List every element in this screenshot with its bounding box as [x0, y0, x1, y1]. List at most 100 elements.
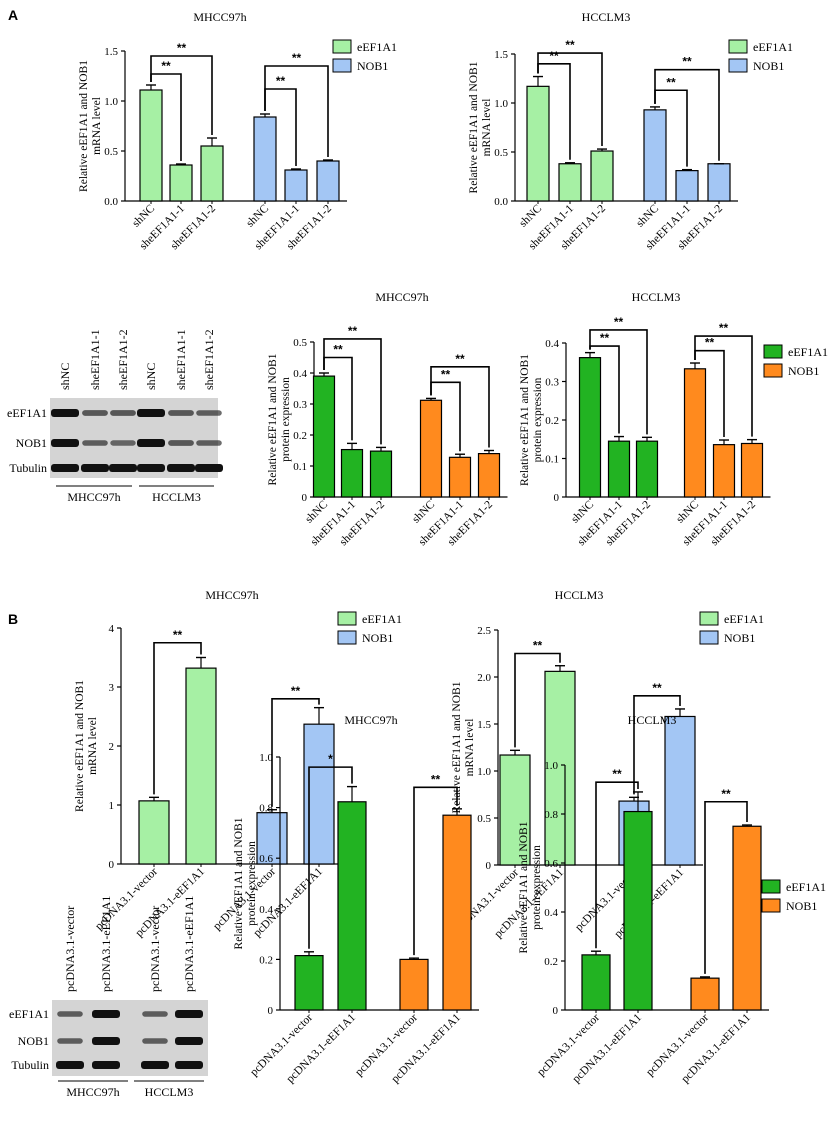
significance-label: **: [652, 681, 662, 695]
y-tick-label: 0.0: [104, 196, 118, 208]
bar: [581, 954, 611, 1011]
blot-band: [57, 1011, 83, 1017]
bar: [590, 150, 614, 202]
bar: [284, 169, 308, 202]
y-axis-label: Relative eEF1A1 and NOB1protein expressi…: [519, 354, 544, 486]
y-tick-label: 0: [268, 1005, 274, 1017]
y-tick-label: 1.0: [259, 752, 273, 764]
significance-label: **: [348, 324, 358, 338]
blot-row-label: eEF1A1: [9, 1007, 49, 1021]
significance-bracket: [537, 52, 603, 147]
bar: [675, 170, 699, 202]
significance-label: **: [549, 49, 559, 63]
y-axis-label: Relative eEF1A1 and NOB1protein expressi…: [233, 817, 258, 949]
y-tick-label: 0: [553, 1005, 559, 1017]
blot-lane-label: shNC: [58, 363, 72, 390]
y-tick-label: 2: [109, 741, 115, 753]
bar: [732, 825, 762, 1011]
significance-label: **: [533, 639, 543, 653]
legend-label: NOB1: [788, 364, 819, 378]
bar: [399, 958, 429, 1011]
y-tick-label: 1: [109, 800, 115, 812]
y-axis-label-line: protein expression: [280, 377, 292, 462]
significance-bracket: [694, 335, 753, 437]
y-tick-label: 1.5: [477, 719, 491, 731]
panel-label-b: B: [8, 611, 19, 627]
y-tick-label: 0: [109, 859, 115, 871]
y-tick-label: 0.2: [545, 415, 559, 427]
bar: [499, 754, 531, 866]
significance-bracket: [704, 800, 748, 974]
chart-7: MHCC97h 0 0.2 0.4 0.6 0.8 1.0 Relative eEF1A1 a…: [233, 713, 479, 1085]
legend-swatch: [332, 58, 352, 73]
significance-label: **: [614, 315, 624, 329]
legend-swatch: [763, 363, 783, 378]
y-tick-label: 0.5: [494, 147, 508, 159]
y-axis-label: Relative eEF1A1 and NOB1mRNA level: [451, 681, 476, 813]
chart-title: HCCLM3: [628, 713, 677, 727]
blot-band: [141, 1061, 169, 1069]
y-axis-label-line: mRNA level: [464, 719, 476, 777]
x-tick-label: shNC: [130, 202, 157, 229]
y-tick-label: 1.0: [477, 766, 491, 778]
blot-band: [110, 440, 136, 446]
blot-band: [110, 410, 136, 416]
blot-band: [92, 1061, 120, 1069]
blot-band: [196, 440, 222, 446]
y-axis-label: Relative eEF1A1 and NOB1mRNA level: [74, 680, 99, 812]
y-axis-label: Relative eEF1A1 and NOB1mRNA level: [468, 61, 493, 193]
bar: [607, 440, 631, 498]
chart-title: MHCC97h: [375, 290, 428, 304]
blot-lane-label: pcDNA3.1-eEF1A1: [182, 896, 196, 992]
y-tick-label: 2.5: [477, 625, 491, 637]
y-tick-label: 0.1: [545, 454, 559, 466]
y-axis-label-line: Relative eEF1A1 and NOB1: [451, 681, 463, 813]
legend-label: NOB1: [357, 59, 388, 73]
legend-swatch: [699, 630, 719, 645]
bar: [253, 116, 277, 202]
blot-band: [142, 1011, 168, 1017]
significance-label: **: [600, 331, 610, 345]
significance-label: **: [565, 38, 575, 52]
y-tick-label: 0.4: [259, 904, 273, 916]
legend-swatch: [699, 611, 719, 626]
significance-label: **: [173, 628, 183, 642]
bar: [635, 440, 659, 498]
y-tick-label: 0.3: [545, 377, 559, 389]
legend-swatch: [728, 58, 748, 73]
blot-row-label: eEF1A1: [7, 406, 47, 420]
blot-row-label: NOB1: [16, 436, 47, 450]
significance-bracket: [271, 697, 320, 807]
y-tick-label: 0.8: [259, 803, 273, 815]
y-tick-label: 0: [302, 492, 308, 504]
y-axis-label: Relative eEF1A1 and NOB1mRNA level: [78, 60, 103, 192]
legend-swatch: [761, 898, 781, 913]
significance-label: **: [705, 336, 715, 350]
significance-label: **: [276, 74, 286, 88]
bar: [316, 160, 340, 202]
chart-6: HCCLM3 0 0.5 1.0 1.5 2.0 2.5 Relative eEF1A1 an…: [451, 588, 764, 940]
blot-band: [168, 410, 194, 416]
blot-lane-label: sheEF1A1-2: [202, 329, 216, 390]
blot-lane-label: pcDNA3.1-vector: [63, 906, 77, 992]
significance-bracket: [595, 781, 639, 949]
y-tick-label: 0.5: [104, 146, 118, 158]
significance-label: **: [292, 51, 302, 65]
y-axis-label: Relative eEF1A1 and NOB1protein expressi…: [518, 821, 543, 953]
y-tick-label: 0.2: [259, 954, 273, 966]
legend-swatch: [761, 879, 781, 894]
blot-band: [142, 1038, 168, 1044]
x-tick-label: shNC: [244, 202, 271, 229]
legend-swatch: [728, 39, 748, 54]
legend-label: eEF1A1: [786, 880, 826, 894]
legend-label: NOB1: [362, 631, 393, 645]
significance-label: **: [455, 352, 465, 366]
blot-band: [137, 464, 165, 472]
blot-row-label: NOB1: [18, 1034, 49, 1048]
y-axis-label-line: protein expression: [531, 845, 543, 930]
y-tick-label: 3: [109, 682, 115, 694]
bar: [200, 145, 224, 202]
bar: [138, 800, 170, 865]
legend-label: NOB1: [786, 899, 817, 913]
